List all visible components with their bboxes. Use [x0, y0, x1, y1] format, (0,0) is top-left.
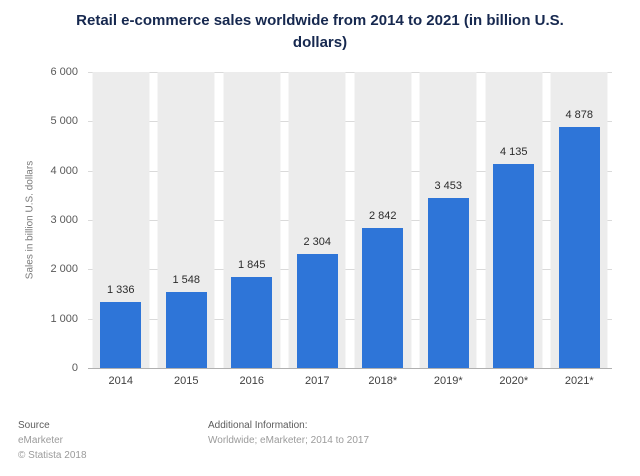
- bar-wrap: 2 304: [285, 72, 351, 368]
- bars-container: 1 336 1 548 1 845 2 304 2 842 3 453 4 135 4 878: [88, 72, 612, 368]
- gridline: [88, 72, 612, 73]
- gridline: [88, 318, 612, 320]
- plot-area: 0 1 000 2 000 3 000 4 000 5 000 6 000 1 336 1 5…: [50, 66, 612, 374]
- bar: [558, 127, 600, 368]
- gridline: [88, 220, 612, 221]
- bar-wrap: 1 845: [219, 72, 285, 368]
- chart-title: Retail e-commerce sales worldwide from 2…: [76, 12, 564, 51]
- additional-info-block: Additional Information: Worldwide; eMark…: [208, 418, 369, 448]
- x-axis-label: 2015: [174, 375, 199, 387]
- source-name: eMarketer: [18, 435, 64, 446]
- y-tick-label: 1 000: [50, 312, 78, 325]
- y-tick-label: 5 000: [50, 115, 78, 128]
- x-axis-label: 2020*: [499, 375, 529, 387]
- y-tick-label: 6 000: [50, 66, 78, 78]
- bar-value-label: 3 453: [434, 179, 463, 192]
- y-tick-label: 2 000: [50, 263, 78, 276]
- bar-wrap: 4 878: [547, 72, 613, 368]
- bar: [165, 291, 207, 368]
- source-block: Source eMarketer © Statista 2018: [18, 418, 87, 463]
- gridline: [88, 121, 612, 123]
- bar-value-label: 1 845: [237, 258, 266, 271]
- x-axis-label: 2016: [239, 375, 264, 387]
- bar-value-label: 4 135: [499, 146, 528, 159]
- bar-value-label: 2 842: [368, 209, 397, 222]
- bar-value-label: 1 548: [172, 273, 201, 286]
- x-axis-label: 2014: [108, 375, 133, 387]
- bar: [362, 227, 404, 368]
- source-label: Source: [18, 420, 50, 431]
- bar: [296, 254, 338, 368]
- bar-column: 1 336: [88, 72, 154, 368]
- y-tick-label: 3 000: [50, 214, 78, 226]
- bar-column: 1 845: [219, 72, 285, 368]
- y-tick-label: 0: [71, 362, 78, 374]
- x-axis-label: 2017: [305, 375, 330, 387]
- bar-column: 2 304: [285, 72, 351, 368]
- x-axis-label: 2018*: [368, 375, 398, 387]
- bar: [427, 197, 469, 368]
- x-axis-labels: 2014 2015 2016 2017 2018* 2019* 2020* 2021*: [88, 375, 612, 387]
- gridline: [88, 269, 612, 271]
- bar-wrap: 1 548: [154, 72, 220, 368]
- x-axis-label: 2019*: [433, 375, 463, 387]
- bar: [100, 302, 142, 368]
- bar-wrap: 3 453: [416, 72, 482, 368]
- bar-value-label: 2 304: [303, 236, 332, 249]
- bar-column: 2 842: [350, 72, 416, 368]
- gridlines: 0 1 000 2 000 3 000 4 000 5 000 6 000: [50, 66, 612, 374]
- bar-wrap: 4 135: [481, 72, 547, 368]
- bar-value-label: 1 336: [106, 284, 135, 297]
- gridline: [88, 170, 612, 172]
- bar-column: 4 135: [481, 72, 547, 368]
- additional-info-text: Worldwide; eMarketer; 2014 to 2017: [208, 435, 370, 446]
- bar-wrap: 2 842: [350, 72, 416, 368]
- bar: [231, 276, 273, 368]
- bar-value-label: 4 878: [565, 109, 594, 122]
- x-axis-label: 2021*: [564, 375, 594, 387]
- y-tick-label: 4 000: [50, 164, 78, 177]
- bar-column: 3 453: [416, 72, 482, 368]
- bar: [493, 164, 535, 368]
- y-axis-title: Sales in billion U.S. dollars: [24, 160, 36, 280]
- bar-column: 1 548: [154, 72, 220, 368]
- bar-wrap: 1 336: [88, 72, 154, 368]
- additional-info-label: Additional Information:: [208, 420, 308, 431]
- copyright-notice: © Statista 2018: [18, 450, 87, 461]
- bar-column: 4 878: [547, 72, 613, 368]
